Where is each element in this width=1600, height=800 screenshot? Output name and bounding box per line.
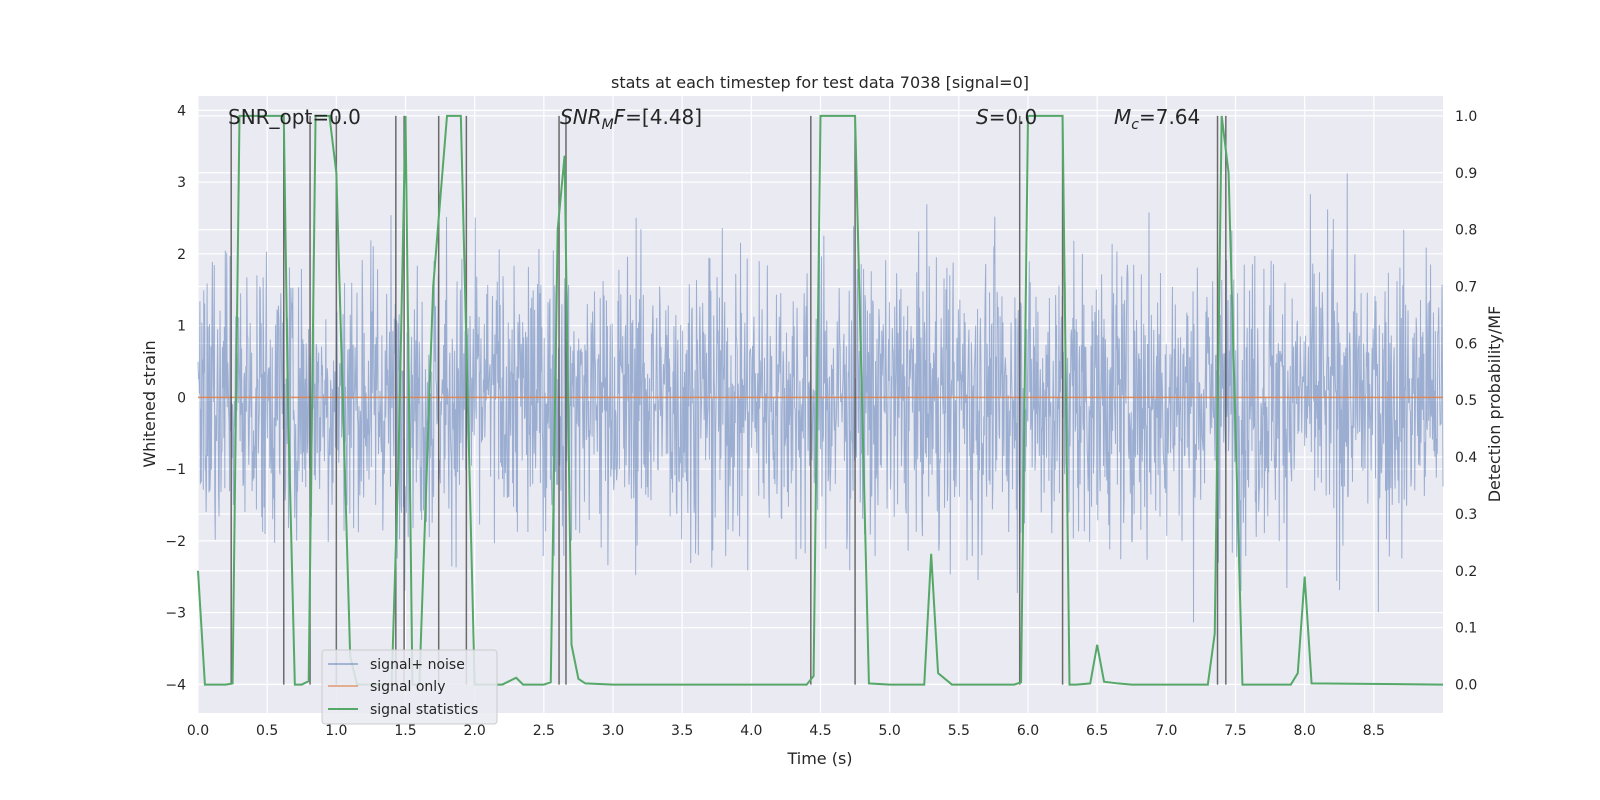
y2-tick-label: 0.7 bbox=[1455, 280, 1477, 296]
x-tick-label: 2.0 bbox=[464, 723, 486, 739]
x-tick-label: 0.5 bbox=[256, 723, 278, 739]
x-tick-label: 3.0 bbox=[602, 723, 624, 739]
y2-tick-labels: 0.0 0.1 0.2 0.3 0.4 0.5 0.6 0.7 0.8 0.9 1.0 bbox=[1455, 109, 1477, 694]
annotation-snr-mf-value: =[4.48] bbox=[625, 105, 702, 129]
y2-tick-label: 0.3 bbox=[1455, 507, 1477, 523]
y-tick-label: 2 bbox=[177, 247, 186, 263]
signal-noise-series bbox=[197, 173, 1444, 623]
annotation-snr-mf-main: SNR bbox=[560, 105, 602, 129]
y-tick-label: −1 bbox=[165, 462, 186, 478]
chart-title: stats at each timestep for test data 703… bbox=[611, 73, 1029, 92]
annotation-mc: Mc=7.64 bbox=[1114, 105, 1200, 133]
legend-label-noise: signal+ noise bbox=[370, 657, 465, 673]
x-tick-label: 6.5 bbox=[1086, 723, 1108, 739]
y2-tick-label: 0.9 bbox=[1455, 166, 1477, 182]
y2-tick-label: 1.0 bbox=[1455, 109, 1477, 125]
legend-box bbox=[321, 649, 498, 725]
signal-noise-line bbox=[197, 173, 1444, 623]
x-tick-label: 0.0 bbox=[187, 723, 209, 739]
x-tick-label: 1.5 bbox=[394, 723, 416, 739]
x-tick-label: 5.0 bbox=[879, 723, 901, 739]
y-tick-label: −2 bbox=[165, 534, 186, 550]
y-tick-labels: −4 −3 −2 −1 0 1 2 3 4 bbox=[165, 103, 186, 693]
x-tick-labels: 0.0 0.5 1.0 1.5 2.0 2.5 3.0 3.5 4.0 4.5 5.0 5.5 6.0 6… bbox=[187, 723, 1385, 739]
annotation-snr-mf: SNRMF=[4.48] bbox=[560, 105, 702, 133]
y-tick-label: −3 bbox=[165, 606, 186, 622]
y-tick-label: 4 bbox=[177, 103, 186, 119]
annotation-mc-main: M bbox=[1114, 105, 1131, 129]
legend-label-statistics: signal statistics bbox=[370, 702, 478, 718]
x-tick-label: 7.0 bbox=[1155, 723, 1177, 739]
y-tick-label: −4 bbox=[165, 677, 186, 693]
annotation-snr-opt: SNR_opt=0.0 bbox=[228, 105, 361, 129]
annotation-s-value: =0.0 bbox=[989, 105, 1038, 129]
y2-axis-label: Detection probability/MF bbox=[1485, 306, 1504, 503]
x-tick-label: 8.0 bbox=[1294, 723, 1316, 739]
x-tick-label: 2.5 bbox=[533, 723, 555, 739]
annotation-snr-mf-sub: M bbox=[602, 117, 614, 133]
x-tick-label: 4.5 bbox=[809, 723, 831, 739]
x-axis-label: Time (s) bbox=[786, 749, 852, 768]
y2-tick-label: 0.4 bbox=[1455, 450, 1477, 466]
x-tick-label: 3.5 bbox=[671, 723, 693, 739]
x-tick-label: 7.5 bbox=[1224, 723, 1246, 739]
y2-tick-label: 0.0 bbox=[1455, 678, 1477, 694]
y-tick-label: 0 bbox=[177, 390, 186, 406]
legend: signal+ noise signal only signal statist… bbox=[321, 649, 498, 725]
y2-tick-label: 0.6 bbox=[1455, 336, 1477, 352]
y-tick-label: 3 bbox=[177, 175, 186, 191]
x-tick-label: 5.5 bbox=[948, 723, 970, 739]
y-axis-label: Whitened strain bbox=[140, 340, 159, 467]
y2-tick-label: 0.2 bbox=[1455, 564, 1477, 580]
x-tick-label: 6.0 bbox=[1017, 723, 1039, 739]
signal-statistics-series bbox=[197, 114, 1444, 686]
annotation-mc-sub: c bbox=[1131, 117, 1139, 133]
annotation-s-main: S bbox=[976, 105, 989, 129]
y2-tick-label: 0.1 bbox=[1455, 621, 1477, 637]
legend-label-signal-only: signal only bbox=[370, 679, 445, 695]
x-tick-label: 1.0 bbox=[325, 723, 347, 739]
y2-tick-label: 0.8 bbox=[1455, 223, 1477, 239]
annotation-mc-value: =7.64 bbox=[1139, 105, 1200, 129]
annotation-s: S=0.0 bbox=[976, 105, 1037, 129]
annotation-snr-mf-f: F bbox=[614, 105, 626, 129]
x-tick-label: 8.5 bbox=[1363, 723, 1385, 739]
y2-tick-label: 0.5 bbox=[1455, 393, 1477, 409]
y-tick-label: 1 bbox=[177, 319, 186, 335]
x-tick-label: 4.0 bbox=[740, 723, 762, 739]
